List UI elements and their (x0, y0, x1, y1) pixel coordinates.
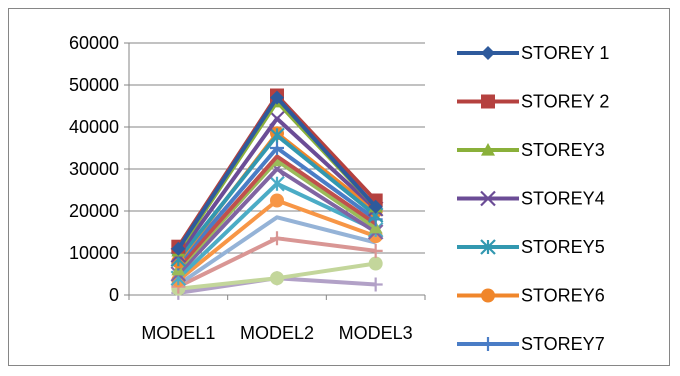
chart-frame: 0 10000 20000 30000 40000 50000 60000 MODEL1 MOD… (8, 8, 670, 366)
data-point (270, 177, 284, 191)
data-point (270, 194, 284, 208)
data-point (270, 112, 284, 126)
data-point (369, 278, 383, 292)
y-tick-label: 20000 (69, 201, 119, 221)
legend-marker (481, 46, 495, 60)
data-point (369, 257, 383, 271)
legend-item: STOREY7 (457, 334, 605, 354)
y-tick-label: 30000 (69, 159, 119, 179)
legend-item: STOREY3 (457, 140, 605, 160)
legend-label: STOREY5 (521, 237, 605, 257)
y-tick-label: 40000 (69, 117, 119, 137)
legend-marker (481, 289, 495, 303)
legend-label: STOREY7 (521, 334, 605, 354)
data-point (369, 244, 383, 258)
y-tick-label: 60000 (69, 33, 119, 53)
data-point (270, 231, 284, 245)
legend-label: STOREY6 (521, 286, 605, 306)
x-tick-label: MODEL1 (141, 323, 215, 343)
legend-marker (481, 337, 495, 351)
legend-item: STOREY5 (457, 237, 605, 257)
x-tick-label: MODEL2 (240, 323, 314, 343)
legend-item: STOREY4 (457, 189, 605, 209)
legend-item: STOREY 1 (457, 43, 609, 63)
x-tick-label: MODEL3 (339, 323, 413, 343)
legend-label: STOREY 1 (521, 43, 609, 63)
legend: STOREY 1 STOREY 2 STOREY3 STOREY4 STOREY5 STO… (457, 43, 609, 354)
data-point (270, 271, 284, 285)
line-chart: 0 10000 20000 30000 40000 50000 60000 MODEL1 MOD… (9, 9, 669, 365)
y-tick-label: 10000 (69, 243, 119, 263)
series-lines (171, 89, 382, 300)
y-tick-label: 50000 (69, 75, 119, 95)
legend-marker (481, 95, 495, 109)
legend-item: STOREY 2 (457, 92, 609, 112)
y-tick-label: 0 (109, 285, 119, 305)
legend-label: STOREY 2 (521, 92, 609, 112)
legend-item: STOREY6 (457, 286, 605, 306)
legend-label: STOREY3 (521, 140, 605, 160)
legend-label: STOREY4 (521, 189, 605, 209)
